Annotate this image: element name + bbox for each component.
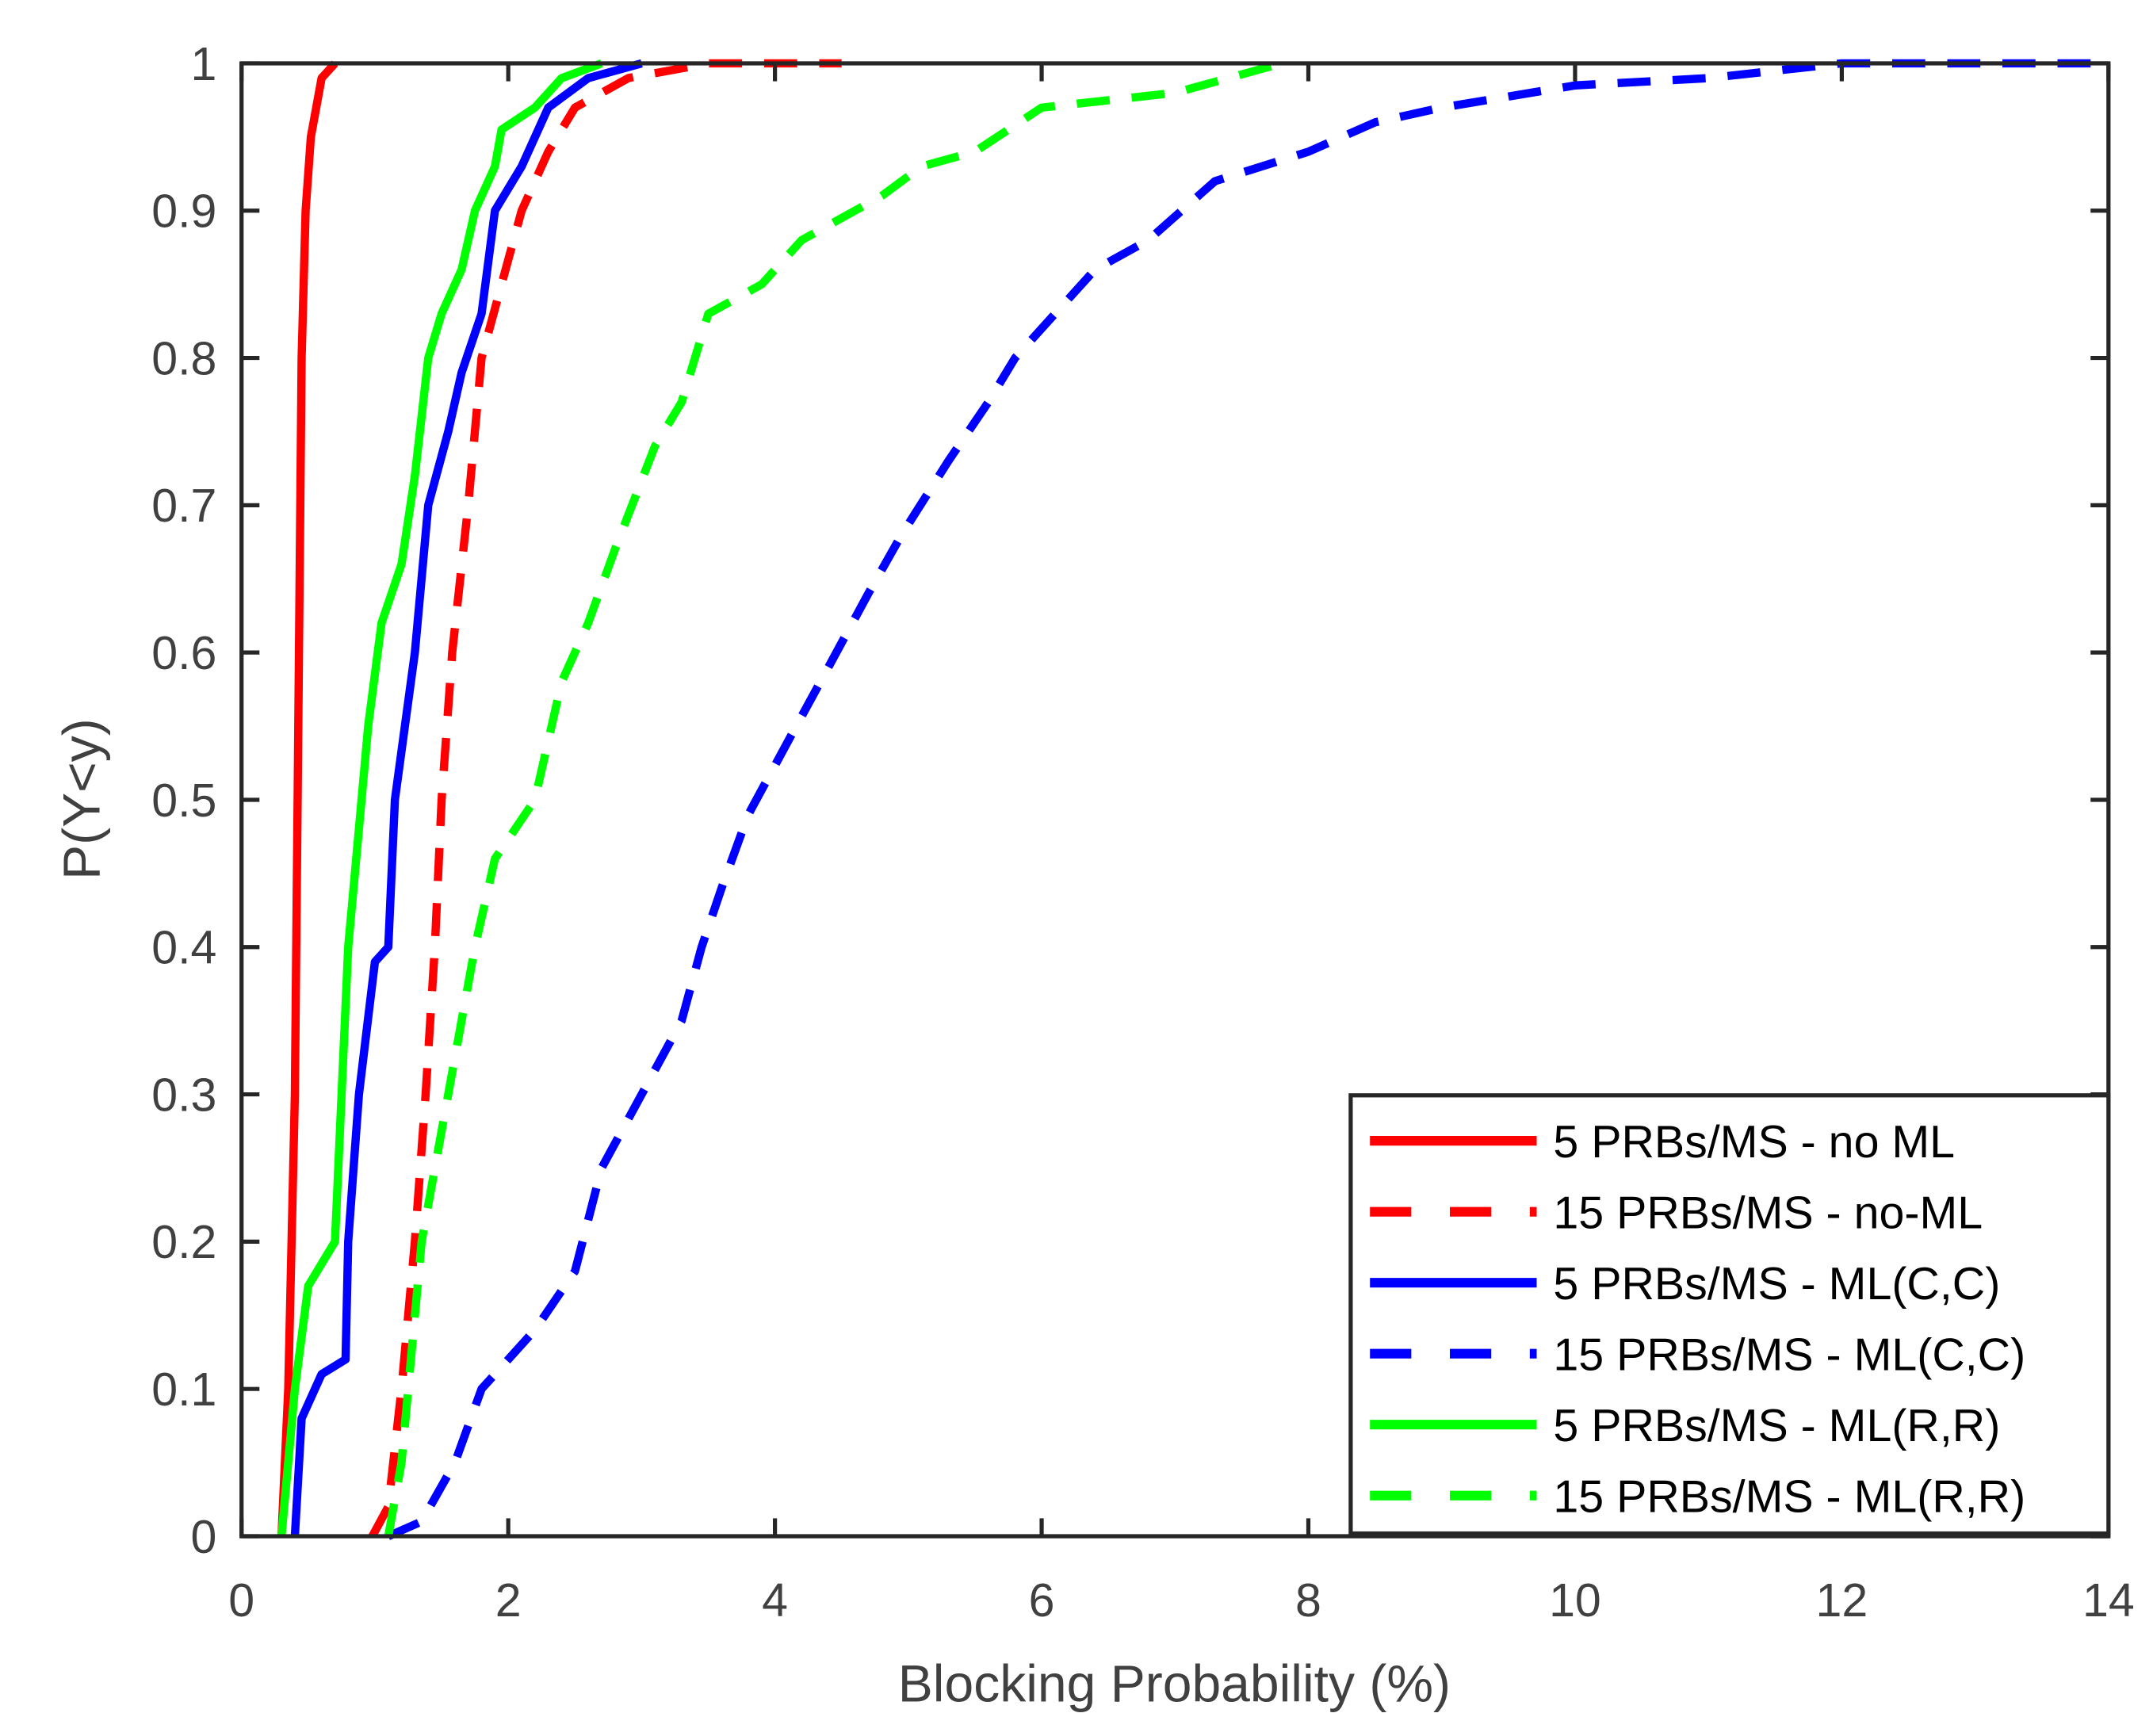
x-tick-label: 10	[1549, 1574, 1601, 1627]
y-tick-label: 1	[191, 38, 217, 90]
x-tick-label: 14	[2082, 1574, 2135, 1627]
series-line-3	[290, 59, 643, 1537]
legend-box	[1348, 1093, 2111, 1536]
legend-entry: 15 PRBs/MS - no-ML	[1553, 1188, 1983, 1239]
x-axis-label: Blocking Probability (%)	[898, 1654, 1451, 1713]
y-tick-label: 0.2	[151, 1216, 216, 1268]
legend-entry: 5 PRBs/MS - ML(C,C)	[1553, 1259, 2000, 1310]
y-tick-label: 0.4	[151, 922, 216, 974]
y-tick-label: 0.7	[151, 480, 216, 532]
y-tick-label: 0.8	[151, 332, 216, 384]
legend-entry: 15 PRBs/MS - ML(C,C)	[1553, 1330, 2025, 1381]
x-tick-label: 6	[1029, 1574, 1055, 1627]
y-axis-label: P(Y<y)	[52, 718, 111, 880]
y-tick-label: 0.5	[151, 774, 216, 827]
y-tick-label: 0	[191, 1511, 217, 1563]
series-line-5	[277, 59, 603, 1537]
ticks-layer: 0 2 4 6 8 10 12 14 0 0.1 0.2 0.3 0.4 0.5 0.6 0.7 0.8 0.9 1	[151, 38, 2134, 1627]
y-tick-label: 0.9	[151, 185, 216, 238]
legend-entry: 5 PRBs/MS - no ML	[1553, 1117, 1955, 1168]
series-layer	[277, 59, 2109, 1540]
legend-entry: 15 PRBs/MS - ML(R,R)	[1553, 1472, 2025, 1523]
x-tick-label: 0	[228, 1574, 254, 1627]
series-line-2	[369, 59, 842, 1539]
legend-entry: 5 PRBs/MS - ML(R,R)	[1553, 1401, 2000, 1451]
y-tick-label: 0.1	[151, 1363, 216, 1416]
series-line-6	[384, 59, 1283, 1537]
legend: 5 PRBs/MS - no ML 15 PRBs/MS - no-ML 5 PRB…	[1348, 1093, 2111, 1536]
series-line-1	[277, 60, 338, 1537]
y-tick-label: 0.3	[151, 1069, 216, 1121]
x-tick-label: 12	[1816, 1574, 1868, 1627]
y-tick-label: 0.6	[151, 627, 216, 679]
x-tick-label: 8	[1295, 1574, 1321, 1627]
x-tick-label: 4	[762, 1574, 788, 1627]
x-tick-label: 2	[495, 1574, 522, 1627]
series-line-4	[386, 59, 2109, 1540]
